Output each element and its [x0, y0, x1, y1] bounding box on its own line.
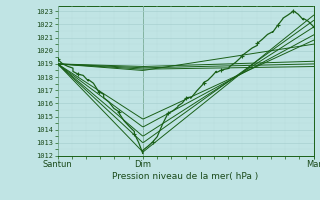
X-axis label: Pression niveau de la mer( hPa ): Pression niveau de la mer( hPa ) [112, 172, 259, 181]
